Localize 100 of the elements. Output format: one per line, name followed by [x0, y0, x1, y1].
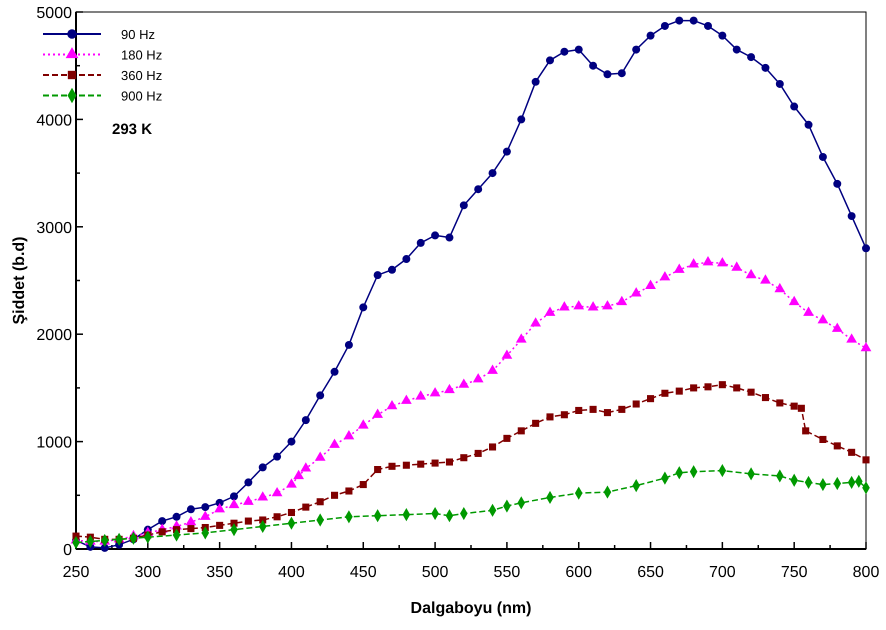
point	[158, 528, 166, 536]
point	[560, 48, 568, 56]
point	[402, 462, 410, 469]
point	[819, 436, 826, 443]
point	[503, 434, 510, 442]
point	[402, 255, 410, 263]
point	[716, 257, 728, 266]
point	[616, 296, 628, 306]
point	[415, 390, 426, 400]
point	[848, 212, 856, 220]
legend-label: 900 Hz	[121, 88, 162, 104]
point	[818, 314, 828, 324]
x-axis-title: Dalgaboyu (nm)	[410, 600, 532, 617]
point	[718, 32, 726, 40]
point	[675, 16, 684, 25]
point	[273, 452, 282, 461]
point	[386, 400, 398, 410]
point	[704, 22, 712, 30]
y-tick-label: 4000	[36, 112, 72, 130]
point	[186, 516, 196, 526]
point	[604, 409, 611, 416]
point	[702, 256, 714, 266]
x-tick-label: 400	[278, 564, 305, 581]
point	[274, 513, 281, 520]
point	[344, 340, 353, 349]
point	[460, 454, 468, 462]
point	[804, 120, 813, 129]
point	[517, 115, 526, 124]
point	[331, 492, 338, 499]
y-tick-label: 1000	[36, 434, 72, 452]
point	[458, 378, 470, 388]
point	[293, 470, 304, 480]
x-tick-label: 300	[134, 564, 162, 581]
point	[430, 387, 440, 396]
point	[790, 102, 798, 110]
point	[848, 448, 856, 456]
x-tick-label: 700	[709, 564, 736, 581]
y-axis-title: Şiddet (b.d)	[11, 236, 28, 324]
point	[518, 427, 525, 434]
point	[803, 306, 814, 316]
point	[661, 390, 668, 397]
x-tick-label: 600	[565, 564, 592, 581]
point	[761, 64, 770, 72]
point	[590, 406, 597, 413]
point	[344, 430, 354, 440]
point	[329, 438, 340, 448]
point	[862, 456, 870, 464]
point	[676, 388, 683, 395]
point	[359, 303, 368, 312]
point	[502, 148, 511, 156]
point	[646, 32, 655, 40]
point	[818, 153, 827, 161]
point	[502, 349, 512, 359]
point	[776, 399, 784, 406]
point	[746, 268, 756, 278]
point	[618, 69, 626, 78]
point	[314, 452, 326, 461]
point	[186, 505, 195, 514]
legend-label: 90 Hz	[121, 27, 155, 42]
y-tick-label: 2000	[36, 327, 72, 344]
point	[774, 282, 786, 292]
point	[258, 463, 267, 472]
point	[474, 185, 482, 194]
point	[360, 481, 367, 488]
x-tick-label: 750	[780, 564, 808, 581]
point	[731, 261, 742, 271]
point	[242, 496, 254, 505]
point	[288, 508, 295, 516]
point	[747, 53, 756, 62]
point	[516, 333, 527, 343]
x-tick-label: 250	[62, 564, 90, 581]
annotation: 293 K	[112, 121, 152, 138]
point	[300, 462, 312, 472]
point	[244, 478, 252, 486]
point	[560, 411, 568, 418]
point	[618, 406, 626, 413]
point	[532, 420, 540, 427]
point	[460, 201, 468, 210]
point	[776, 80, 784, 88]
point	[472, 373, 484, 382]
point	[832, 322, 843, 332]
point	[200, 510, 211, 520]
point	[158, 517, 166, 526]
point	[345, 487, 352, 495]
y-tick-label: 3000	[36, 220, 72, 237]
point	[388, 266, 396, 274]
point	[690, 16, 698, 25]
point	[416, 238, 425, 247]
point	[862, 244, 870, 252]
point	[632, 46, 640, 54]
point	[798, 404, 805, 412]
point	[400, 394, 412, 404]
point	[748, 388, 755, 396]
point	[489, 443, 496, 451]
point	[589, 62, 598, 70]
point	[187, 525, 194, 532]
point	[575, 406, 582, 414]
point	[287, 438, 296, 446]
point	[834, 442, 841, 450]
point	[546, 413, 554, 420]
